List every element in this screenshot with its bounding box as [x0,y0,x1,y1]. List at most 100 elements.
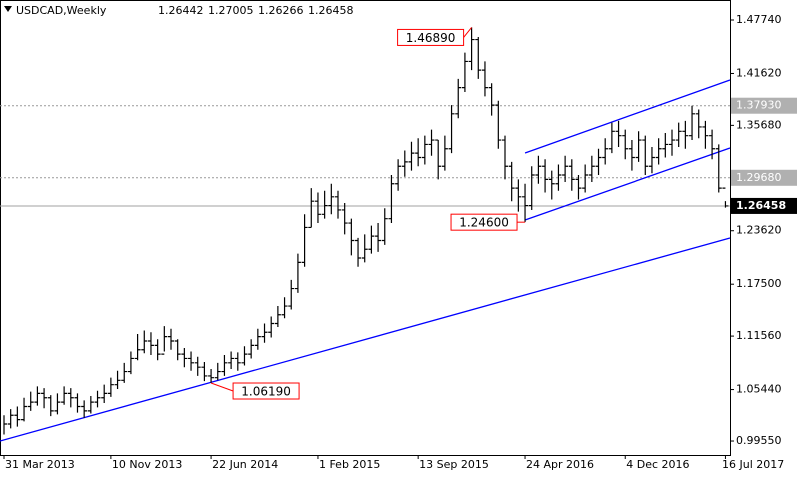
annotation-box [397,28,465,46]
ohlc-bar [174,339,181,361]
ohlc-bar [7,409,14,429]
ohlc-bar [47,395,54,417]
ohlc-bar [314,192,321,224]
price-label: 1.26458 [736,199,786,212]
ohlc-bar [147,332,154,355]
annotation-label: 1.06190 [241,385,291,399]
header-icon [4,6,12,12]
ohlc-bar [328,183,335,215]
y-tick-label: 1.05440 [736,383,782,396]
ohlc-bar [715,144,722,193]
ohlc-bar [34,386,41,406]
price-label-box [731,197,797,214]
ohlc-bar [441,135,448,171]
ohlc-bar [435,139,442,180]
ohlc-bar [168,328,174,350]
ohlc-bar [67,388,74,408]
ohlc-bar [648,147,655,174]
ohlc-bar [134,333,141,361]
ohlc-bar [201,361,208,382]
ohlc-bar [408,141,415,171]
ohlc-bar [448,105,455,154]
ohlc-bar [294,253,301,293]
ohlc-bar [709,129,716,160]
ohlc-bar [114,370,121,390]
ohlc-bar [101,384,108,404]
y-tick-label: 1.41620 [736,66,782,79]
ohlc-bar [94,390,101,408]
ohlc-bar [669,129,675,156]
y-tick-label: 1.11560 [736,329,782,342]
annotation-box [450,213,518,231]
ohlc-bar [608,122,615,154]
ohlc-bar [689,105,696,141]
ohlc-bar [542,159,549,193]
ohlc-bar [154,339,161,361]
ohlc-bar [655,138,662,165]
header-high: 1.27005 [208,4,254,17]
level-label: 1.37930 [736,99,782,112]
header-close: 1.26458 [308,4,354,17]
ohlc-bar [535,155,542,184]
ohlc-bar [675,122,682,148]
ohlc-bar [555,164,562,191]
ohlc-bar [401,150,408,177]
ohlc-bar [455,78,462,119]
ohlc-bar [348,218,355,256]
x-tick-label: 1 Feb 2015 [319,458,380,471]
ohlc-bar [221,354,228,376]
header-open: 1.26442 [158,4,204,17]
ohlc-bar [421,135,428,165]
ohlc-bar [194,356,201,376]
x-tick-label: 4 Dec 2016 [626,458,689,471]
ohlc-bar [395,159,402,191]
ohlc-bar [548,170,555,200]
channel-line [524,79,731,154]
ohlc-bar [355,237,362,267]
y-tick-label: 1.17500 [736,277,782,290]
channel-line [524,147,731,221]
x-tick-label: 31 Mar 2013 [5,458,75,471]
trend-line [0,237,731,442]
ohlc-bar [375,223,382,252]
ohlc-bar [54,393,61,415]
annotation-leader [210,382,234,392]
ohlc-bar [321,190,328,219]
ohlc-bar [261,323,268,343]
ohlc-bar [107,377,114,397]
y-tick-label: 1.35680 [736,118,782,131]
ohlc-bar [301,214,308,267]
ohlc-bar [508,161,515,202]
level-label: 1.29680 [736,171,782,184]
ohlc-bar [254,328,261,350]
ohlc-bar [241,346,248,366]
ohlc-bar [61,386,68,405]
annotation-label: 1.46890 [406,31,456,45]
header-low: 1.26266 [258,4,304,17]
ohlc-bar [635,131,642,162]
ohlc-bar [335,190,341,219]
ohlc-bar [41,388,48,409]
ohlc-bar [662,133,669,158]
ohlc-bar [268,316,275,338]
level-label-box [731,169,797,186]
ohlc-bar [568,159,575,191]
ohlc-bar [562,155,569,182]
ohlc-bar [415,138,422,167]
ohlc-bar [528,166,535,210]
ohlc-bar [21,397,28,422]
x-tick-label: 24 Apr 2016 [526,458,594,471]
ohlc-bar [642,135,649,175]
ohlc-bar [368,225,375,254]
annotation-label: 1.24600 [459,216,509,230]
annotation-leader [463,27,472,38]
ohlc-bar [288,279,295,310]
ohlc-bar [388,174,395,224]
ohlc-bar [602,138,609,165]
ohlc-bar [468,27,475,71]
ohlc-bar [274,306,281,328]
ohlc-bar [615,120,622,148]
ohlc-bar [161,326,168,355]
ohlc-bar [341,202,348,235]
